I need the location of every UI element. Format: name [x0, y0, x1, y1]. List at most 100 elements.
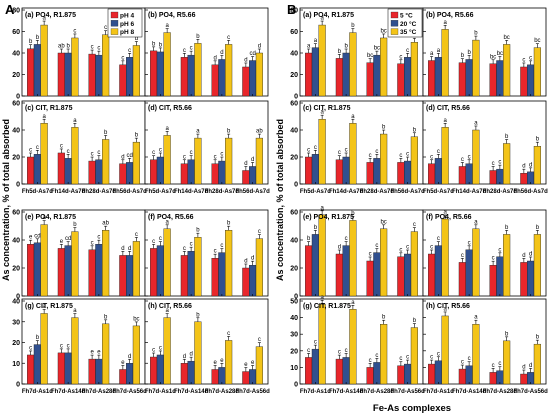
- significance-letter: d: [183, 354, 186, 360]
- significance-letter: b: [505, 225, 509, 231]
- significance-letter: c: [375, 149, 378, 155]
- significance-letter: c: [430, 245, 433, 251]
- bar-A-f-1-2: [194, 236, 202, 297]
- bar-A-d-1-1: [187, 159, 195, 185]
- significance-letter: c: [314, 145, 317, 151]
- bar-B-a-1-2: [349, 32, 357, 97]
- bar-B-e-1-0: [335, 253, 343, 297]
- bar-A-d-1-2: [194, 137, 202, 185]
- significance-letter: ab: [58, 44, 65, 50]
- x-tick-label: Fh7d-As14d: [174, 389, 209, 395]
- significance-letter: c: [91, 45, 94, 51]
- bar-B-b-1-1: [465, 59, 473, 97]
- significance-letter: b: [152, 41, 156, 47]
- bar-A-f-2-2: [225, 229, 233, 297]
- bar-A-h-3-2: [255, 346, 263, 385]
- x-tick-label: Fh7d-As1d: [22, 389, 53, 395]
- bar-B-b-0-2: [441, 29, 449, 97]
- bar-B-g-2-1: [373, 362, 381, 385]
- bar-A-g-0-0: [27, 354, 35, 385]
- x-tick-label: Fh28d-As7d: [483, 189, 518, 195]
- bar-B-c-1-0: [335, 159, 343, 185]
- y-tick-label: 60: [290, 29, 298, 36]
- significance-letter: e: [121, 360, 125, 366]
- x-tick-label: Fh7d-As1d: [145, 389, 176, 395]
- significance-letter: a: [474, 121, 478, 127]
- bar-B-d-0-1: [434, 158, 442, 185]
- bar-A-a-1-0: [57, 52, 65, 97]
- y-tick-label: 60: [12, 29, 20, 36]
- significance-letter: a: [320, 295, 324, 301]
- y-tick-label: 20: [12, 340, 20, 347]
- significance-letter: ab: [102, 221, 109, 227]
- significance-letter: c: [97, 235, 100, 241]
- bar-A-e-1-1: [64, 245, 72, 297]
- significance-letter: c: [498, 247, 501, 253]
- bar-A-b-0-1: [156, 51, 164, 97]
- significance-letter: d: [135, 36, 138, 42]
- bar-A-h-1-2: [194, 321, 202, 385]
- x-tick-label: Fh7d-As56d: [112, 389, 147, 395]
- bar-B-a-3-0: [397, 63, 405, 97]
- significance-letter: c: [220, 152, 223, 158]
- significance-letter: a: [73, 118, 77, 124]
- bar-A-h-1-0: [180, 363, 188, 385]
- legend-label: 20 °C: [400, 20, 417, 28]
- bar-B-b-0-1: [434, 57, 442, 97]
- bar-B-c-3-2: [410, 136, 418, 185]
- x-tick-label: Fh56d-As7d: [112, 189, 147, 195]
- significance-letter: c: [190, 242, 193, 248]
- x-tick-label: Fh56d-As7d: [235, 189, 270, 195]
- significance-letter: c: [375, 353, 378, 359]
- bar-B-c-2-1: [373, 158, 381, 185]
- significance-letter: b: [536, 335, 540, 341]
- significance-letter: b: [307, 236, 311, 242]
- bar-B-f-3-0: [520, 262, 528, 297]
- bar-A-g-0-2: [40, 313, 48, 385]
- bar-B-g-0-2: [318, 304, 326, 385]
- bar-A-h-2-0: [211, 369, 219, 385]
- y-tick-label: 30: [290, 332, 298, 339]
- significance-letter: c: [468, 356, 471, 362]
- y-tick-label: 40: [12, 51, 20, 58]
- significance-letter: d: [121, 246, 124, 252]
- significance-letter: c: [437, 149, 440, 155]
- significance-letter: c: [430, 355, 433, 361]
- bar-B-d-1-0: [458, 166, 466, 185]
- bar-A-g-3-0: [119, 369, 127, 385]
- bar-A-a-0-1: [33, 44, 41, 97]
- significance-letter: d: [220, 50, 223, 56]
- significance-letter: b: [36, 35, 40, 41]
- significance-letter: c: [214, 249, 217, 255]
- panel-title: (f) PO4, R5.66: [426, 214, 472, 221]
- legend-label: pH 8: [120, 29, 134, 36]
- bar-B-b-3-2: [533, 47, 541, 97]
- significance-letter: e: [60, 239, 64, 245]
- bar-B-b-2-1: [496, 60, 504, 97]
- bar-A-e-1-0: [57, 248, 65, 297]
- y-tick-label: 20: [290, 72, 298, 79]
- significance-letter: b: [382, 125, 386, 131]
- significance-letter: c: [399, 153, 402, 159]
- panel-title: (g) CIT, R1.875: [303, 303, 351, 310]
- significance-letter: d: [121, 154, 124, 160]
- y-tick-label: 10: [12, 361, 20, 368]
- significance-letter: b: [467, 50, 471, 56]
- bar-B-e-0-2: [318, 214, 326, 297]
- significance-letter: a: [307, 44, 311, 50]
- y-tick-label: 20: [12, 155, 20, 162]
- significance-letter: c: [399, 356, 402, 362]
- significance-letter: bc: [490, 54, 496, 60]
- significance-letter: b: [36, 335, 40, 341]
- x-axis-label-b: Fe-As complexes: [373, 403, 451, 414]
- x-tick-label: Fh7d-As28d: [205, 389, 240, 395]
- y-tick-label: 30: [12, 319, 20, 326]
- significance-letter: b: [135, 133, 139, 139]
- bar-B-e-2-1: [373, 252, 381, 297]
- significance-letter: c: [190, 150, 193, 156]
